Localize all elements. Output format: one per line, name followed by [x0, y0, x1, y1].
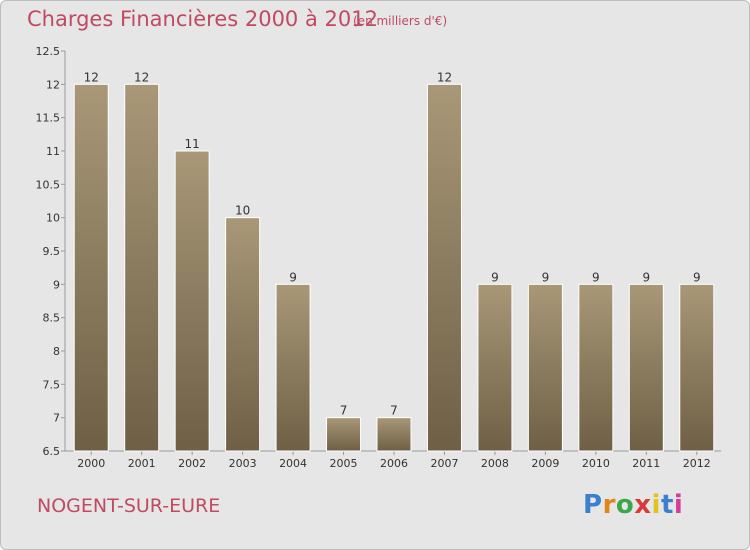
- bar: [73, 83, 109, 452]
- chart-bars: [73, 83, 715, 452]
- bar: [679, 283, 715, 452]
- logo-letter: r: [602, 490, 616, 520]
- x-tick-label: 2004: [279, 457, 307, 470]
- bar: [174, 150, 210, 452]
- logo-letter: x: [634, 490, 652, 520]
- x-tick-label: 2005: [330, 457, 358, 470]
- y-tick-label: 7.5: [43, 378, 61, 391]
- x-tick-label: 2001: [128, 457, 156, 470]
- bar: [124, 83, 160, 452]
- data-label: 12: [84, 70, 99, 84]
- chart-axes: 6.5 7 7.5 8 8.5 9 9.5 10 10.5 11 11.5 12 12.5 2000 200…: [36, 45, 721, 470]
- x-tick-label: 2011: [632, 457, 660, 470]
- data-label: 7: [340, 404, 348, 418]
- data-label: 9: [693, 270, 701, 284]
- y-tick-label: 7: [53, 412, 60, 425]
- y-tick-label: 9.5: [43, 245, 61, 258]
- data-label: 12: [437, 70, 452, 84]
- chart-labels: 12 12 11 10 9 7 7 12 9 9 9 9 9: [84, 70, 701, 417]
- y-tick-label: 12: [46, 78, 60, 91]
- logo-letter: P: [583, 490, 603, 520]
- bar: [578, 283, 614, 452]
- logo-letter: i: [673, 490, 684, 520]
- data-label: 12: [134, 70, 149, 84]
- data-label: 9: [289, 270, 297, 284]
- logo-letter: i: [651, 490, 661, 520]
- x-tick-label: 2009: [531, 457, 559, 470]
- bar: [225, 217, 261, 452]
- data-label: 7: [390, 404, 398, 418]
- y-tick-label: 11.5: [36, 112, 61, 125]
- data-label: 9: [491, 270, 499, 284]
- bar: [628, 283, 664, 452]
- y-tick-label: 11: [46, 145, 60, 158]
- x-tick-label: 2010: [582, 457, 610, 470]
- chart-subtitle: (en milliers d'€): [353, 14, 448, 28]
- bar: [426, 83, 462, 452]
- y-tick-label: 8.5: [43, 312, 61, 325]
- y-tick-label: 9: [53, 278, 60, 291]
- bar: [477, 283, 513, 452]
- y-tick-label: 8: [53, 345, 60, 358]
- bar: [275, 283, 311, 452]
- y-tick-label: 6.5: [43, 445, 61, 458]
- proxiti-logo[interactable]: Proxiti: [583, 490, 683, 520]
- bar: [527, 283, 563, 452]
- data-label: 9: [642, 270, 650, 284]
- x-tick-label: 2006: [380, 457, 408, 470]
- place-name: NOGENT-SUR-EURE: [37, 495, 221, 517]
- y-tick-label: 10: [46, 212, 60, 225]
- x-tick-label: 2003: [229, 457, 257, 470]
- y-tick-label: 12.5: [36, 45, 61, 58]
- y-tick-label: 10.5: [36, 178, 61, 191]
- logo-letter: o: [615, 490, 635, 520]
- x-tick-label: 2012: [683, 457, 711, 470]
- bar: [376, 417, 412, 452]
- data-label: 9: [592, 270, 600, 284]
- data-label: 10: [235, 204, 250, 218]
- data-label: 9: [542, 270, 550, 284]
- x-tick-label: 2000: [77, 457, 105, 470]
- chart-title: Charges Financières 2000 à 2012: [27, 7, 378, 31]
- logo-letter: t: [660, 490, 674, 520]
- x-tick-label: 2007: [430, 457, 458, 470]
- x-tick-label: 2002: [178, 457, 206, 470]
- data-label: 11: [185, 137, 200, 151]
- x-tick-label: 2008: [481, 457, 509, 470]
- bar: [326, 417, 362, 452]
